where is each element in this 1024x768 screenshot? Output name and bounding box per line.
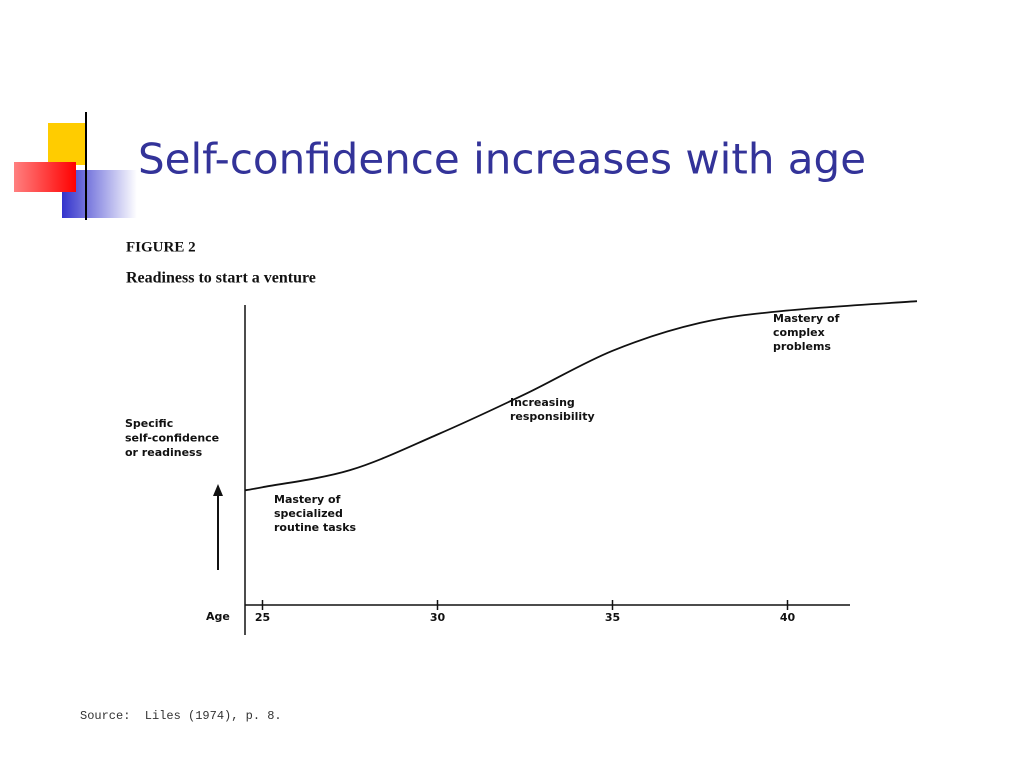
arrow-head bbox=[213, 484, 223, 496]
annotation: complex bbox=[773, 326, 825, 339]
readiness-curve bbox=[244, 300, 918, 492]
x-tick-label: 35 bbox=[605, 611, 620, 624]
figure-label: FIGURE 2 bbox=[126, 239, 196, 255]
slide-title: Self-confidence increases with age bbox=[138, 135, 866, 184]
y-axis-label: self-confidence bbox=[125, 432, 219, 445]
annotation: Increasing bbox=[510, 396, 575, 409]
logo-red bbox=[14, 162, 76, 192]
x-axis-label: Age bbox=[206, 610, 230, 623]
logo-yellow bbox=[48, 123, 86, 165]
annotation: Mastery of bbox=[274, 493, 341, 506]
annotation: Mastery of bbox=[773, 312, 840, 325]
y-axis-label: or readiness bbox=[125, 446, 203, 459]
annotation: responsibility bbox=[510, 410, 595, 423]
x-tick-label: 25 bbox=[255, 611, 270, 624]
logo bbox=[14, 112, 960, 220]
annotation: problems bbox=[773, 340, 831, 353]
up-arrow bbox=[213, 484, 223, 570]
annotation: routine tasks bbox=[274, 521, 357, 534]
source: Source: Liles (1974), p. 8. bbox=[80, 709, 282, 723]
chart-title: Readiness to start a venture bbox=[126, 270, 316, 287]
x-tick-label: 30 bbox=[430, 611, 446, 624]
x-tick-label: 40 bbox=[780, 611, 796, 624]
y-axis-label: Specific bbox=[125, 417, 173, 430]
annotation: specialized bbox=[274, 507, 343, 520]
